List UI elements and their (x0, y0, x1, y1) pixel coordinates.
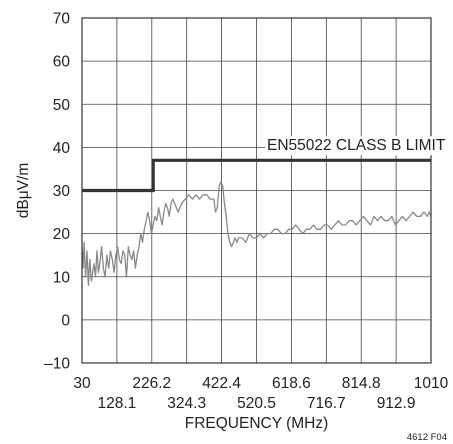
x-tick-label: 226.2 (132, 375, 171, 392)
y-axis-title: dBμV/m (15, 163, 32, 218)
x-tick-label: 1010 (414, 375, 449, 392)
y-tick-label: 10 (53, 269, 71, 286)
x-tick-label: 422.4 (202, 375, 241, 392)
annotation-background (264, 136, 448, 156)
y-tick-label: 0 (61, 312, 70, 329)
y-tick-label: –10 (44, 356, 70, 373)
grid-lines (82, 18, 431, 363)
x-tick-label: 324.3 (167, 395, 206, 412)
series-layer (81, 158, 432, 287)
y-tick-label: 20 (53, 226, 71, 243)
x-tick-label: 520.5 (237, 395, 276, 412)
x-tick-label: 30 (73, 375, 91, 392)
x-tick-label: 716.7 (307, 395, 346, 412)
class-b-limit-line (82, 158, 431, 193)
tick-labels: –10 0 10 20 30 40 50 60 70 30 226.2 422.4 618.6 814.8… (44, 11, 448, 413)
y-tick-label: 60 (53, 54, 71, 71)
x-axis-title: FREQUENCY (MHz) (185, 415, 329, 432)
x-tick-label: 912.9 (377, 395, 416, 412)
y-tick-label: 40 (53, 140, 71, 157)
y-tick-label: 50 (53, 97, 71, 114)
measured-emissions-line (81, 181, 432, 287)
x-tick-label: 618.6 (272, 375, 311, 392)
limit-annotation: EN55022 CLASS B LIMIT (267, 137, 446, 154)
x-tick-label: 814.8 (342, 375, 381, 392)
y-tick-label: 30 (53, 183, 71, 200)
figure-id: 4612 F04 (407, 432, 447, 443)
plot-frame (81, 17, 432, 364)
y-tick-label: 70 (53, 11, 71, 28)
x-tick-label: 128.1 (98, 395, 137, 412)
